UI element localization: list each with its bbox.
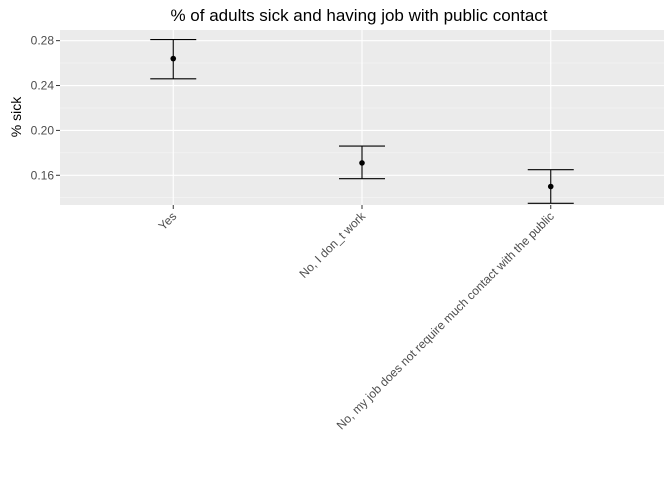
y-tick-label: 0.24 — [31, 79, 55, 93]
y-axis-title: % sick — [8, 96, 24, 137]
x-tick-label: No, my job does not require much contact… — [334, 209, 557, 432]
x-tick-label: Yes — [156, 209, 180, 233]
data-point — [170, 55, 177, 62]
x-tick-label: No, I don_t work — [296, 209, 368, 281]
data-point — [547, 183, 554, 190]
y-tick-label: 0.16 — [31, 168, 55, 182]
error-bar-marks — [150, 38, 574, 204]
y-tick-label: 0.20 — [31, 123, 55, 137]
data-point — [359, 160, 365, 166]
chart-title: % of adults sick and having job with pub… — [170, 6, 547, 25]
y-tick-label: 0.28 — [31, 34, 55, 48]
